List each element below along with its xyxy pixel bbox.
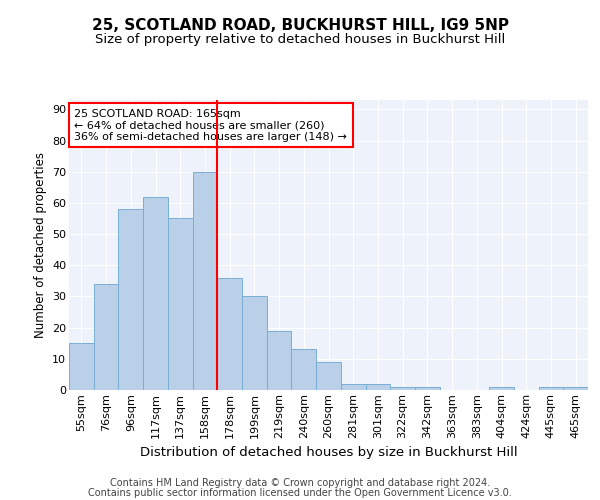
Bar [69,343,94,390]
X-axis label: Distribution of detached houses by size in Buckhurst Hill: Distribution of detached houses by size … [140,446,517,459]
Bar [292,350,316,390]
Bar [415,387,440,390]
Bar [242,296,267,390]
Bar [365,384,390,390]
Bar [539,387,563,390]
Bar [489,387,514,390]
Text: Contains HM Land Registry data © Crown copyright and database right 2024.: Contains HM Land Registry data © Crown c… [110,478,490,488]
Bar [193,172,217,390]
Bar [217,278,242,390]
Bar [118,209,143,390]
Bar [316,362,341,390]
Text: Size of property relative to detached houses in Buckhurst Hill: Size of property relative to detached ho… [95,32,505,46]
Bar [267,331,292,390]
Text: Contains public sector information licensed under the Open Government Licence v3: Contains public sector information licen… [88,488,512,498]
Bar [94,284,118,390]
Bar [390,387,415,390]
Text: 25, SCOTLAND ROAD, BUCKHURST HILL, IG9 5NP: 25, SCOTLAND ROAD, BUCKHURST HILL, IG9 5… [91,18,509,32]
Y-axis label: Number of detached properties: Number of detached properties [34,152,47,338]
Bar [341,384,365,390]
Text: 25 SCOTLAND ROAD: 165sqm
← 64% of detached houses are smaller (260)
36% of semi-: 25 SCOTLAND ROAD: 165sqm ← 64% of detach… [74,108,347,142]
Bar [143,196,168,390]
Bar [168,218,193,390]
Bar [563,387,588,390]
